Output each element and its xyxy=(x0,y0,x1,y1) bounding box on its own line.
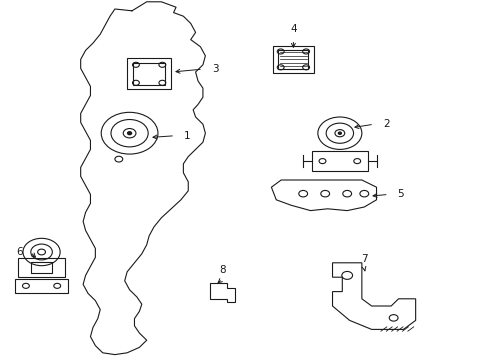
Bar xyxy=(133,63,165,85)
Circle shape xyxy=(127,132,131,135)
Text: 7: 7 xyxy=(360,254,367,264)
Circle shape xyxy=(338,132,341,134)
Text: 6: 6 xyxy=(16,247,23,257)
Bar xyxy=(311,151,367,171)
Text: 5: 5 xyxy=(397,189,404,199)
Bar xyxy=(278,50,307,68)
Bar xyxy=(15,279,68,293)
Text: 4: 4 xyxy=(289,24,296,34)
Bar xyxy=(31,262,52,273)
Text: 2: 2 xyxy=(382,119,389,129)
Text: 3: 3 xyxy=(211,64,218,74)
Bar xyxy=(19,258,65,277)
Text: 8: 8 xyxy=(219,265,225,275)
Bar xyxy=(272,46,313,73)
Bar xyxy=(127,58,171,89)
Text: 1: 1 xyxy=(183,131,190,141)
